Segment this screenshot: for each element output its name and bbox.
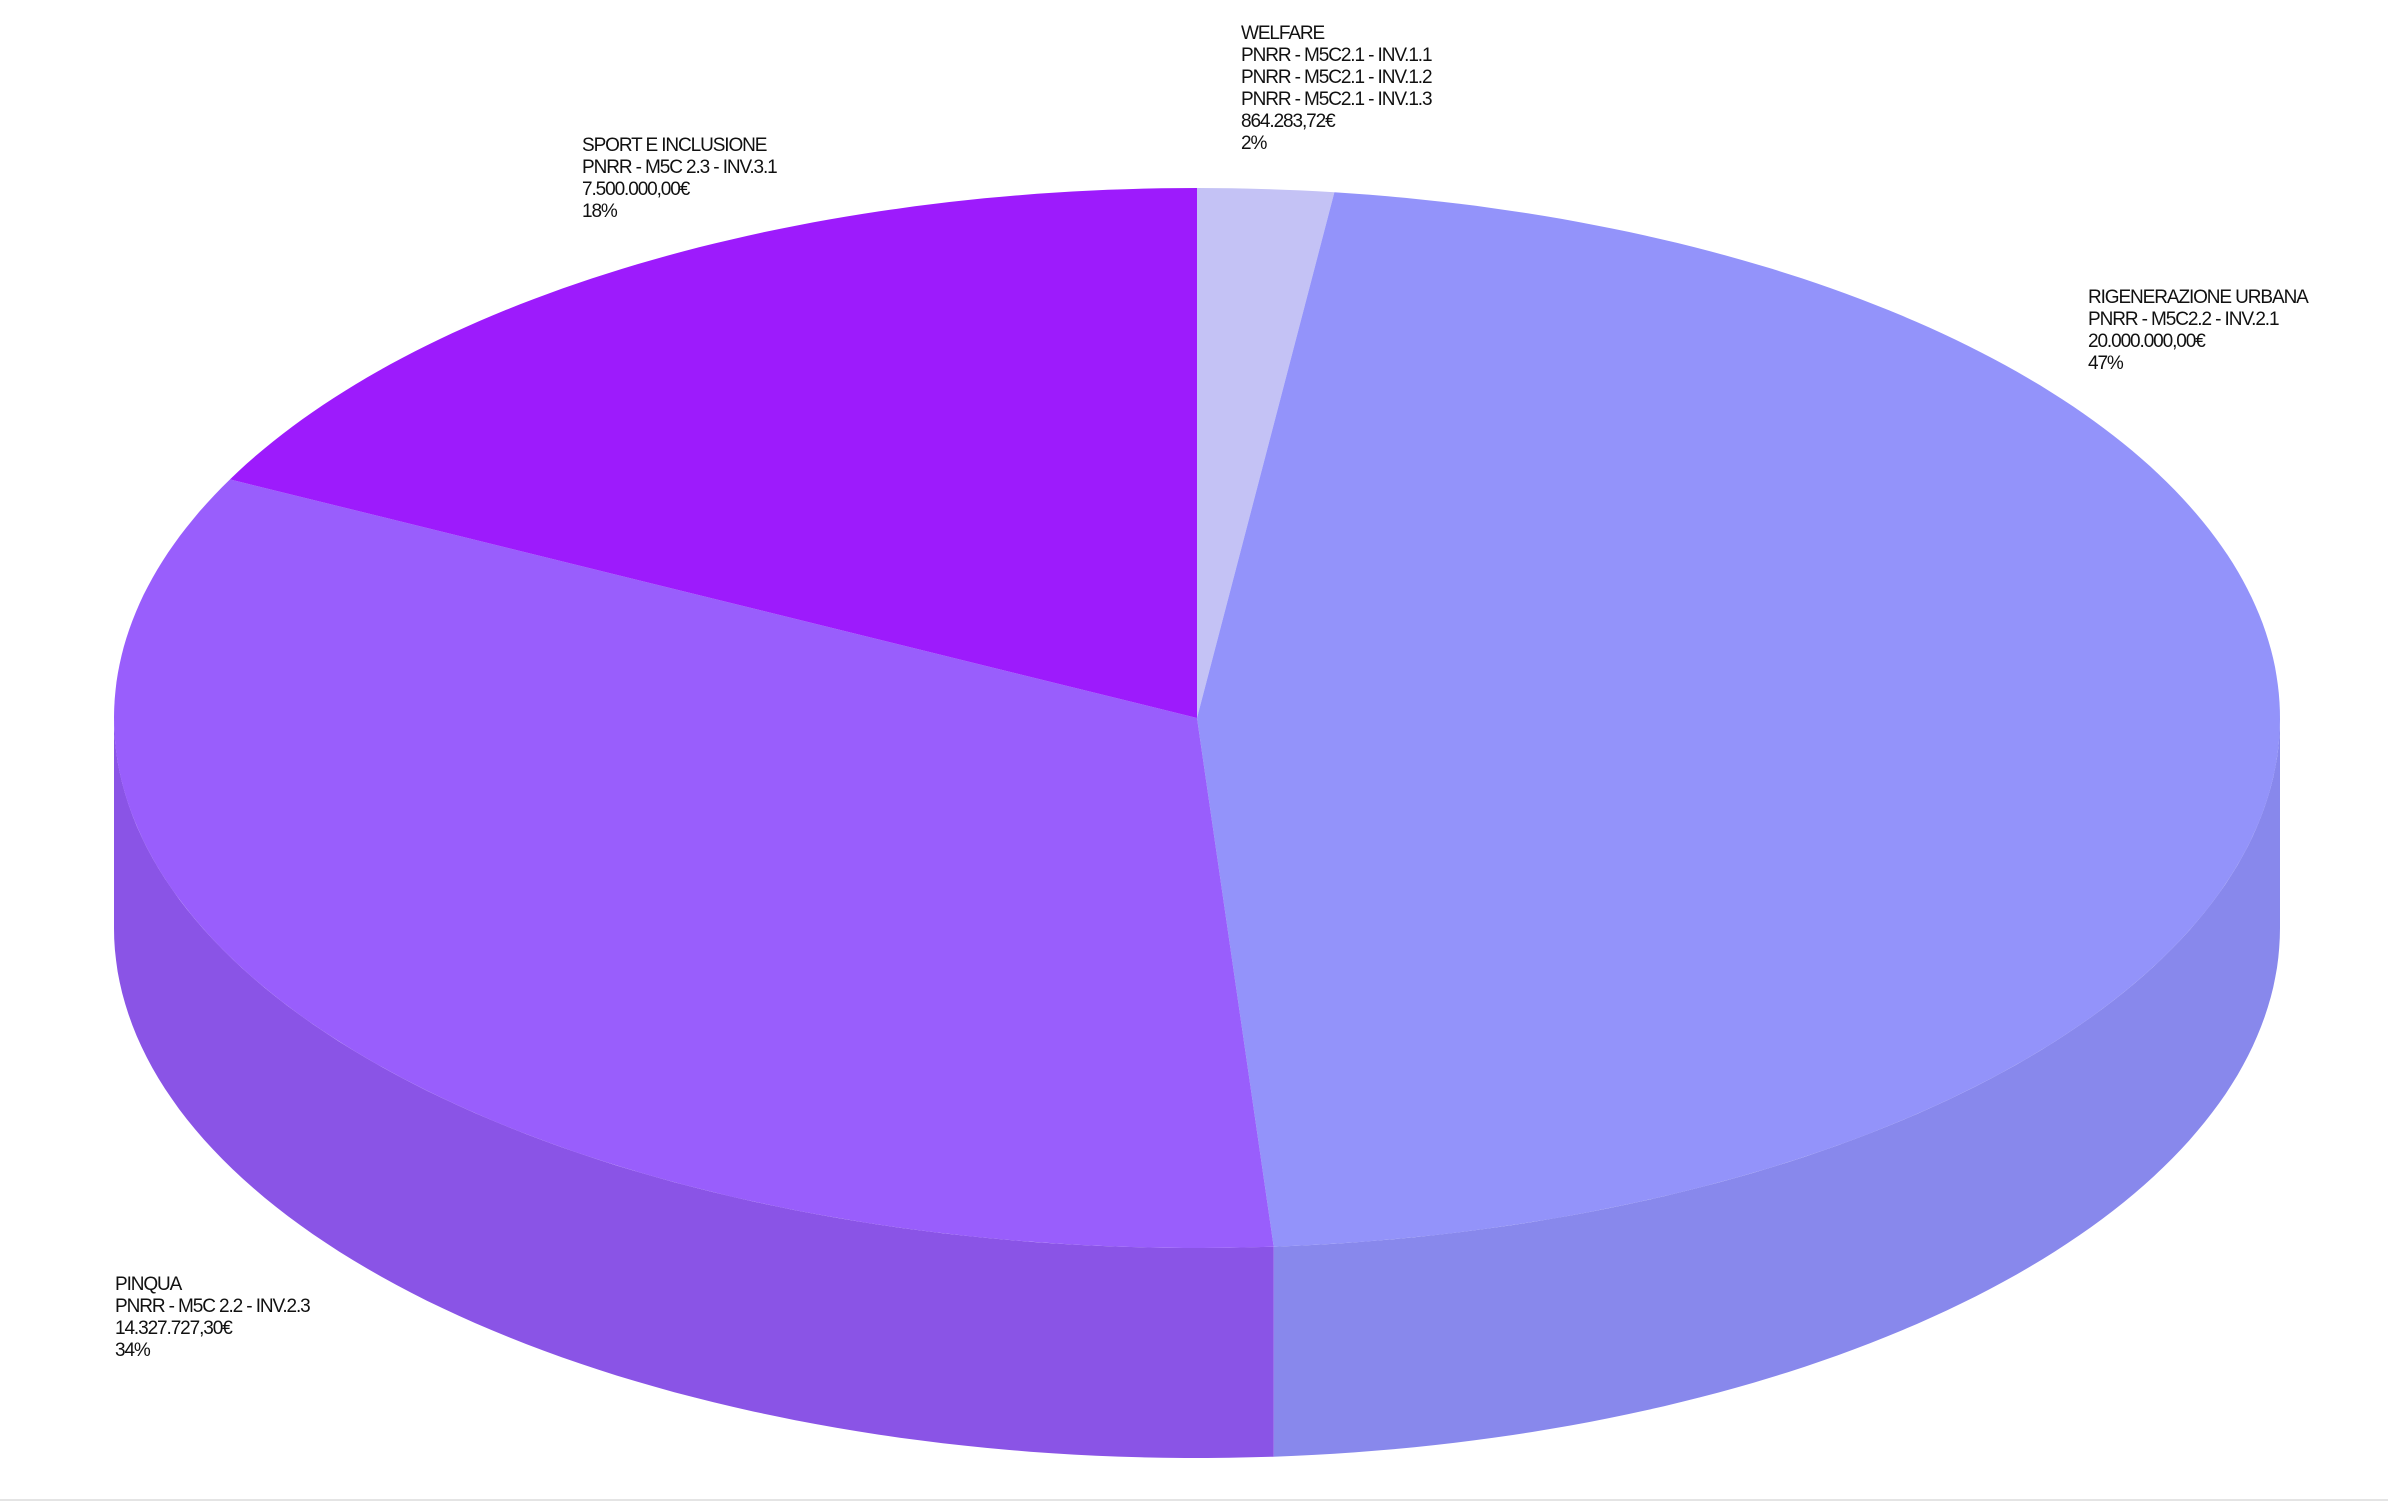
label-name: SPORT E INCLUSIONE [582,135,767,156]
label-code: PNRR - M5C2.2 - INV.2.1 [2088,309,2280,330]
label-pinqua: PINQUA PNRR - M5C 2.2 - INV.2.3 14.327.7… [115,1274,311,1362]
label-percent: 18% [582,201,618,222]
label-name: PINQUA [115,1274,182,1295]
slice-side-rigenerazione-urbana [1273,718,2280,1457]
label-value: 14.327.727,30€ [115,1318,233,1339]
pie-tops [114,188,2280,1248]
label-welfare: WELFARE PNRR - M5C2.1 - INV.1.1 PNRR - M… [1241,23,1433,155]
slice-rigenerazione-urbana [1197,192,2280,1247]
slice-pinqua [114,479,1274,1248]
label-value: 7.500.000,00€ [582,179,690,200]
slice-welfare [1197,188,1335,718]
label-percent: 47% [2088,353,2124,374]
label-percent: 34% [115,1340,151,1361]
label-sport-e-inclusione: SPORT E INCLUSIONE PNRR - M5C 2.3 - INV.… [582,135,778,223]
label-value: 864.283,72€ [1241,111,1336,132]
slice-sport-e-inclusione [230,188,1197,718]
pie-sides [114,718,2280,1458]
slice-side-pinqua [114,718,1274,1458]
label-code: PNRR - M5C 2.2 - INV.2.3 [115,1296,311,1317]
label-name: RIGENERAZIONE URBANA [2088,287,2309,308]
label-percent: 2% [1241,133,1267,154]
label-code: PNRR - M5C2.1 - INV.1.1 [1241,45,1433,66]
label-code: PNRR - M5C2.1 - INV.1.2 [1241,67,1433,88]
label-code: PNRR - M5C 2.3 - INV.3.1 [582,157,778,178]
label-rigenerazione-urbana: RIGENERAZIONE URBANA PNRR - M5C2.2 - INV… [2088,287,2309,375]
label-code: PNRR - M5C2.1 - INV.1.3 [1241,89,1433,110]
label-value: 20.000.000,00€ [2088,331,2206,352]
label-name: WELFARE [1241,23,1325,44]
